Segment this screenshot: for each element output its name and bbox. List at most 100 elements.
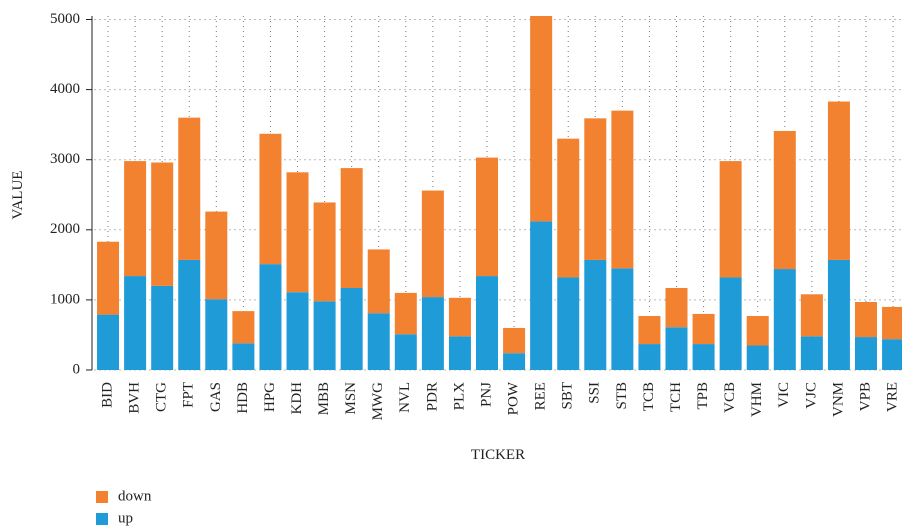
bar-segment	[503, 353, 526, 370]
x-tick-label: HPG	[262, 382, 278, 412]
x-tick-label: VNM	[830, 382, 846, 417]
bar-segment	[448, 297, 471, 337]
x-tick-label: NVL	[397, 382, 413, 413]
bar-segment	[205, 211, 228, 300]
x-tick-label: KDH	[289, 382, 305, 415]
y-tick-label: 0	[73, 361, 81, 377]
legend-swatch	[96, 513, 108, 525]
bar-segment	[584, 259, 607, 370]
bar-segment	[665, 327, 688, 370]
bar-segment	[421, 190, 444, 298]
bar-segment	[882, 339, 902, 370]
bar-segment	[421, 297, 444, 370]
bar-segment	[611, 268, 634, 370]
x-tick-label: VCB	[722, 382, 738, 413]
bar-segment	[854, 337, 877, 370]
bar-segment	[286, 292, 309, 370]
bar-segment	[259, 133, 282, 265]
bar-segment	[584, 118, 607, 260]
bar-segment	[882, 306, 902, 340]
x-tick-label: MBB	[316, 382, 332, 415]
x-tick-label: TCB	[641, 382, 657, 411]
x-tick-label: REE	[533, 382, 549, 410]
bar-segment	[394, 334, 417, 370]
x-tick-label: TPB	[695, 382, 711, 410]
x-tick-label: POW	[506, 381, 522, 415]
bar-segment	[773, 269, 796, 370]
bar-segment	[448, 336, 471, 370]
bar-segment	[178, 259, 201, 370]
bar-segment	[773, 130, 796, 270]
bar-segment	[692, 344, 715, 370]
bar-segment	[503, 327, 526, 354]
x-tick-label: BID	[99, 382, 115, 408]
bar-segment	[205, 299, 228, 370]
bar-segment	[313, 202, 336, 302]
y-tick-label: 4000	[50, 81, 80, 97]
x-tick-label: PDR	[424, 382, 440, 411]
x-tick-label: BVH	[127, 382, 143, 414]
bar-segment	[151, 285, 174, 370]
x-tick-label: TCH	[668, 382, 684, 412]
bar-segment	[151, 162, 174, 286]
bar-segment	[286, 172, 309, 293]
bar-segment	[232, 311, 255, 344]
bar-segment	[557, 277, 580, 370]
bar-segment	[367, 249, 390, 314]
bar-segment	[638, 344, 661, 370]
bar-segment	[530, 16, 553, 222]
bar-segment	[557, 138, 580, 278]
bar-segment	[800, 336, 823, 370]
y-axis-label: VALUE	[10, 171, 26, 220]
bar-segment	[97, 241, 120, 315]
x-tick-label: MWG	[370, 382, 386, 420]
bar-segment	[854, 302, 877, 338]
x-tick-label: SSI	[587, 382, 603, 404]
bar-segment	[124, 161, 147, 277]
x-tick-label: VRE	[885, 382, 901, 412]
bar-segment	[530, 221, 553, 370]
x-tick-label: FPT	[181, 382, 197, 408]
x-tick-label: VJC	[803, 382, 819, 409]
bar-segment	[746, 345, 769, 370]
bar-segment	[394, 292, 417, 335]
x-tick-label: CTG	[154, 382, 170, 412]
bar-segment	[476, 276, 499, 370]
bar-segment	[124, 276, 147, 370]
bar-segment	[178, 117, 201, 260]
x-tick-label: GAS	[208, 382, 224, 412]
y-tick-label: 2000	[50, 221, 80, 237]
bar-segment	[97, 314, 120, 370]
bar-segment	[313, 301, 336, 370]
bar-segment	[827, 101, 850, 260]
bar-segment	[692, 313, 715, 345]
legend-label: down	[118, 488, 152, 504]
bar-segment	[232, 343, 255, 370]
bar-segment	[719, 161, 742, 278]
x-tick-label: VHM	[749, 382, 765, 417]
y-tick-label: 3000	[50, 151, 80, 167]
x-tick-label: MSN	[343, 382, 359, 415]
x-axis-label: TICKER	[471, 447, 525, 463]
bar-segment	[800, 294, 823, 337]
legend-label: up	[118, 510, 133, 526]
x-tick-label: PLX	[451, 382, 467, 411]
bar-segment	[827, 259, 850, 370]
bar-segment	[665, 287, 688, 328]
bar-segment	[611, 110, 634, 269]
legend-swatch	[96, 491, 108, 503]
bar-segment	[259, 264, 282, 370]
y-tick-label: 1000	[50, 291, 80, 307]
x-tick-label: VPB	[857, 382, 873, 411]
bar-segment	[719, 277, 742, 370]
x-tick-label: PNJ	[478, 382, 494, 407]
x-tick-label: VIC	[776, 382, 792, 408]
bar-segment	[340, 287, 363, 370]
bar-segment	[638, 316, 661, 345]
x-tick-label: HDB	[235, 382, 251, 414]
x-tick-label: SBT	[560, 382, 576, 410]
bar-segment	[476, 157, 499, 277]
y-tick-label: 5000	[50, 11, 80, 27]
